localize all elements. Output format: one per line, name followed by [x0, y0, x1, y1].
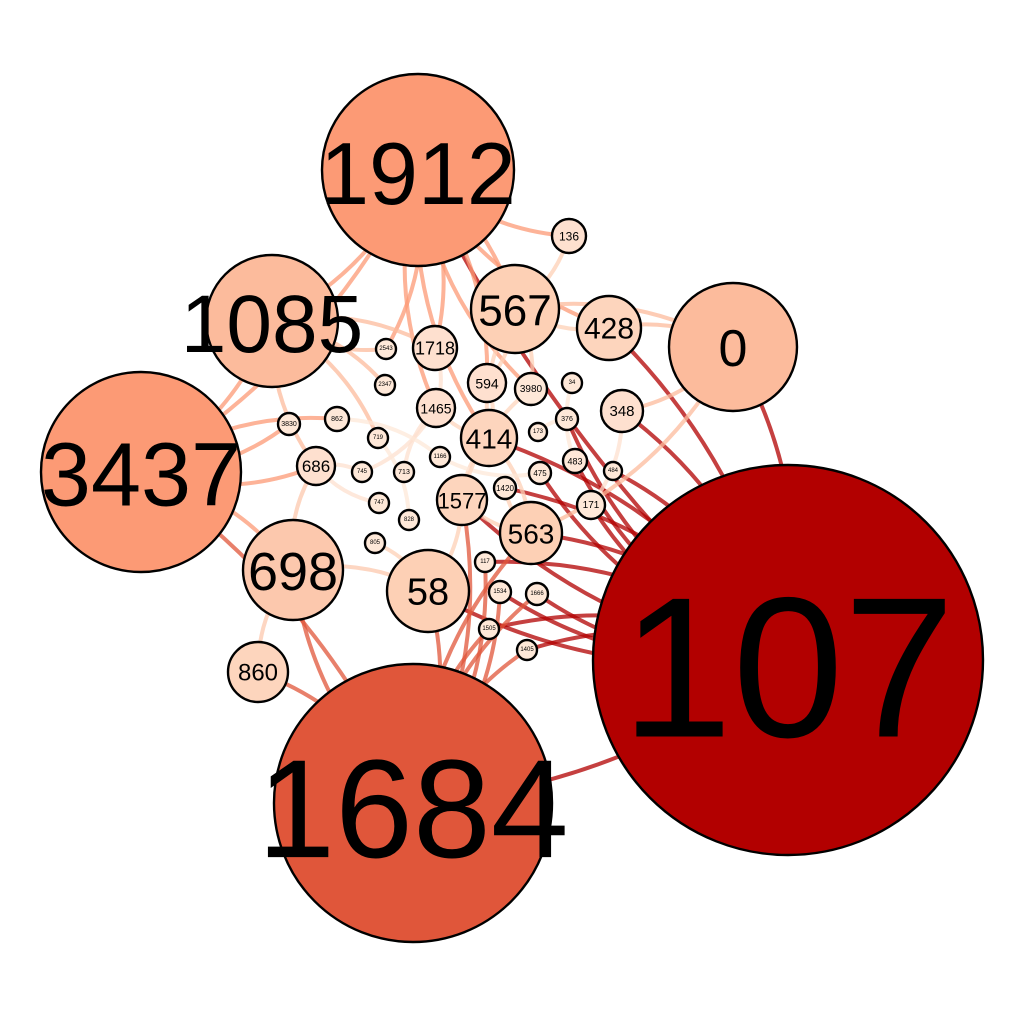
node-860[interactable]	[226, 640, 290, 704]
node-828[interactable]	[397, 508, 421, 532]
node-171[interactable]	[575, 489, 607, 521]
node-1166[interactable]	[428, 445, 452, 469]
node-117[interactable]	[473, 550, 497, 574]
node-label-713: 713	[398, 469, 410, 476]
node-58[interactable]	[385, 548, 471, 634]
node-label-2347: 2347	[378, 382, 392, 388]
node-label-171: 171	[583, 500, 600, 511]
node-1666[interactable]	[524, 581, 550, 607]
node-348[interactable]	[599, 388, 645, 434]
node-label-747: 747	[374, 500, 385, 506]
node-label-483: 483	[567, 456, 582, 466]
node-label-3830: 3830	[281, 421, 297, 428]
node-0[interactable]	[667, 281, 799, 413]
node-428[interactable]	[575, 294, 643, 362]
node-805[interactable]	[363, 531, 387, 555]
node-label-686: 686	[302, 457, 330, 476]
node-label-1405: 1405	[520, 647, 534, 653]
node-719[interactable]	[366, 426, 390, 450]
node-label-862: 862	[331, 416, 343, 423]
node-label-1718: 1718	[415, 339, 455, 359]
node-label-136: 136	[559, 229, 579, 243]
node-layer: 173 484 34 2543 2347 719 1166 745 713 747 828 805 11…	[39, 72, 985, 944]
node-label-594: 594	[475, 376, 499, 392]
node-label-1420: 1420	[496, 484, 514, 493]
node-label-117: 117	[480, 559, 490, 565]
node-label-2543: 2543	[379, 346, 393, 352]
node-label-414: 414	[466, 424, 513, 455]
node-745[interactable]	[350, 460, 374, 484]
node-label-1166: 1166	[434, 454, 448, 460]
node-label-805: 805	[370, 540, 381, 546]
node-34[interactable]	[560, 371, 584, 395]
node-698[interactable]	[241, 518, 345, 622]
node-label-860: 860	[238, 659, 278, 686]
node-label-484: 484	[608, 468, 619, 474]
node-1684[interactable]	[272, 662, 554, 944]
node-1085[interactable]	[204, 253, 340, 389]
node-376[interactable]	[554, 406, 580, 432]
node-686[interactable]	[295, 445, 337, 487]
node-1405[interactable]	[515, 638, 539, 662]
node-label-475: 475	[533, 469, 547, 478]
node-3980[interactable]	[513, 371, 549, 407]
node-173[interactable]	[527, 421, 549, 443]
node-1718[interactable]	[411, 324, 459, 372]
node-label-3437: 3437	[41, 426, 241, 526]
node-1420[interactable]	[492, 475, 518, 501]
node-1505[interactable]	[477, 617, 501, 641]
node-1577[interactable]	[435, 473, 489, 527]
node-1912[interactable]	[320, 72, 516, 268]
node-label-1534: 1534	[493, 589, 507, 595]
node-label-1577: 1577	[438, 488, 487, 513]
node-label-1666: 1666	[530, 591, 544, 597]
node-1465[interactable]	[415, 387, 457, 429]
node-label-1465: 1465	[420, 401, 451, 417]
node-label-1684: 1684	[257, 730, 568, 887]
node-563[interactable]	[498, 500, 564, 566]
node-label-719: 719	[373, 435, 384, 441]
node-475[interactable]	[527, 460, 553, 486]
node-3437[interactable]	[39, 370, 243, 574]
node-483[interactable]	[561, 447, 589, 475]
node-2543[interactable]	[374, 337, 398, 361]
node-label-376: 376	[561, 416, 573, 423]
node-label-58: 58	[407, 572, 449, 614]
node-label-567: 567	[478, 286, 551, 335]
node-136[interactable]	[550, 217, 588, 255]
node-107[interactable]	[591, 463, 985, 857]
node-567[interactable]	[469, 263, 561, 355]
node-label-3980: 3980	[520, 384, 543, 395]
node-2347[interactable]	[373, 373, 397, 397]
node-label-745: 745	[357, 469, 368, 475]
node-label-1912: 1912	[320, 124, 516, 223]
node-label-34: 34	[569, 380, 576, 386]
node-label-1085: 1085	[181, 279, 363, 370]
node-747[interactable]	[367, 491, 391, 515]
node-label-698: 698	[248, 542, 338, 602]
node-label-828: 828	[404, 517, 415, 523]
node-label-173: 173	[533, 429, 544, 435]
node-484[interactable]	[602, 460, 624, 482]
node-3830[interactable]	[276, 411, 302, 437]
node-label-428: 428	[584, 313, 634, 346]
node-label-107: 107	[621, 557, 955, 780]
node-713[interactable]	[392, 460, 416, 484]
node-1534[interactable]	[487, 579, 513, 605]
node-label-0: 0	[719, 320, 748, 378]
label-layer: 173 484 34 2543 2347 719 1166 745 713 747 828 805 11…	[41, 124, 955, 887]
node-label-348: 348	[609, 403, 634, 420]
node-label-563: 563	[508, 519, 555, 550]
node-label-1505: 1505	[482, 626, 496, 632]
node-594[interactable]	[466, 362, 508, 404]
node-862[interactable]	[323, 405, 351, 433]
node-414[interactable]	[459, 408, 519, 468]
